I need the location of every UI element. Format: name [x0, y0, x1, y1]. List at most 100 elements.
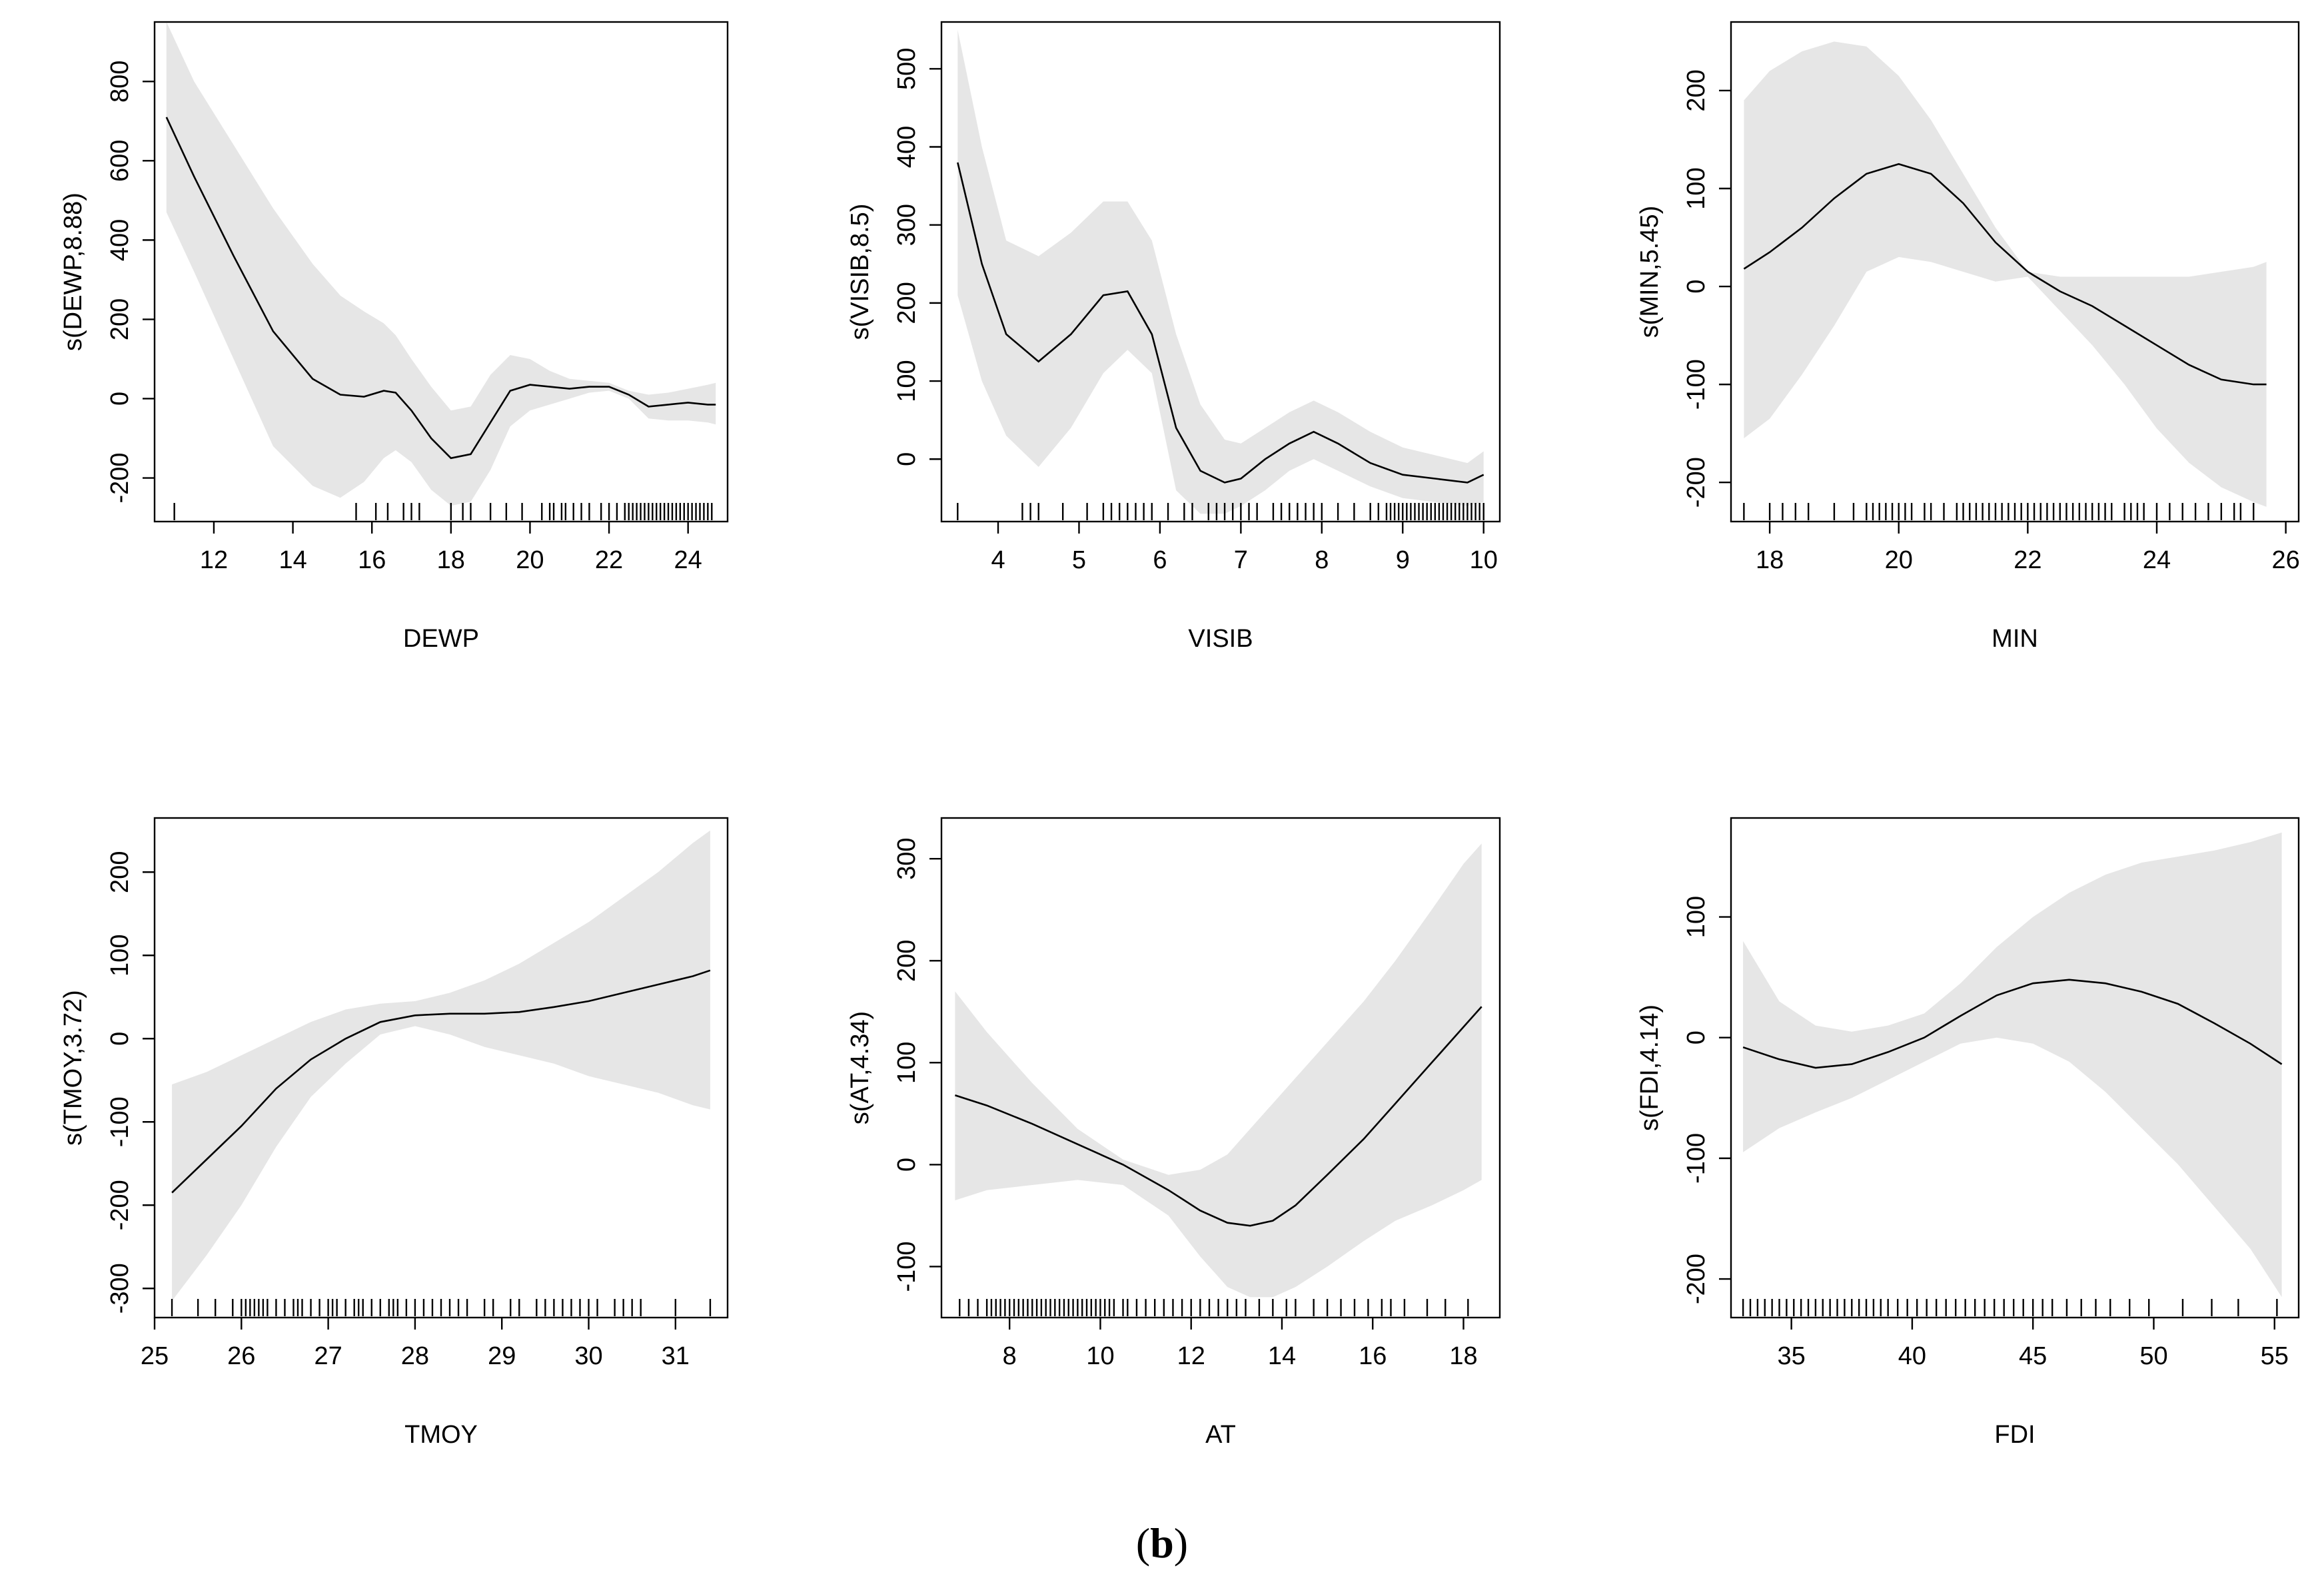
x-tick-label: 5 [1072, 546, 1086, 574]
y-tick-label: -200 [106, 452, 134, 503]
confidence-band [166, 22, 716, 506]
confidence-band [1744, 41, 2267, 507]
plot-frame [153, 21, 729, 523]
x-tick-label: 16 [1359, 1342, 1387, 1370]
x-tick-label: 16 [358, 546, 386, 574]
y-axis-title: s(AT,4.34) [846, 1011, 874, 1124]
smooth-line [1743, 163, 2267, 386]
y-tick-label: -200 [1682, 457, 1710, 508]
y-tick-label: 200 [1682, 69, 1710, 111]
figure-caption: (b) [0, 1519, 2324, 1568]
y-tick-label: -300 [106, 1263, 134, 1314]
y-tick-label: -100 [893, 1241, 921, 1292]
x-tick-label: 29 [488, 1342, 516, 1370]
x-tick-label: 40 [1898, 1342, 1926, 1370]
panel-2: 4 5 6 7 8 9 100100200300400500VISIBs(VISIB,8.5… [846, 21, 1501, 653]
x-tick-label: 20 [1885, 546, 1913, 574]
x-axis-title: FDI [1994, 1421, 2035, 1449]
x-tick-label: 18 [1756, 546, 1784, 574]
smooth-line [1742, 979, 2283, 1069]
x-tick-label: 22 [595, 546, 623, 574]
y-tick-label: 200 [106, 298, 134, 340]
x-tick-label: 4 [991, 546, 1005, 574]
y-tick-label: 100 [106, 935, 134, 977]
x-axis-title: AT [1205, 1421, 1236, 1449]
x-tick-label: 20 [516, 546, 544, 574]
y-tick-label: 100 [893, 1042, 921, 1084]
confidence-band [955, 843, 1482, 1298]
x-tick-label: 12 [1177, 1342, 1205, 1370]
confidence-band [172, 830, 710, 1301]
x-tick-label: 7 [1234, 546, 1248, 574]
caption-close: ) [1173, 1519, 1189, 1567]
y-axis-title: s(DEWP,8.88) [59, 193, 87, 351]
x-tick-label: 18 [437, 546, 465, 574]
x-tick-label: 14 [279, 546, 306, 574]
x-tick-label: 55 [2261, 1342, 2289, 1370]
x-tick-label: 27 [314, 1342, 342, 1370]
confidence-band [957, 29, 1484, 514]
x-tick-label: 22 [2014, 546, 2041, 574]
x-tick-label: 12 [200, 546, 228, 574]
x-tick-label: 9 [1396, 546, 1410, 574]
y-tick-label: 200 [893, 282, 921, 324]
plot-frame [1730, 817, 2300, 1319]
panel-6: 35 40 45 50 55 -200 -100 0 100 FDI s(FDI,4.14) [1636, 817, 2300, 1449]
y-tick-label: 0 [893, 452, 921, 466]
y-tick-label: 400 [893, 126, 921, 168]
x-tick-label: 26 [227, 1342, 255, 1370]
y-tick-label: 0 [1682, 279, 1710, 293]
y-tick-label: 300 [893, 204, 921, 246]
x-tick-label: 30 [574, 1342, 602, 1370]
y-axis-title: s(TMOY,3.72) [59, 990, 87, 1146]
y-tick-label: -200 [106, 1180, 134, 1230]
x-tick-label: 25 [141, 1342, 169, 1370]
y-tick-label: 300 [893, 838, 921, 880]
y-tick-label: 0 [1682, 1030, 1710, 1044]
x-tick-label: 24 [2143, 546, 2171, 574]
caption-open: ( [1135, 1519, 1151, 1567]
plot-frame [940, 817, 1501, 1319]
y-tick-label: 800 [106, 61, 134, 103]
caption-label: b [1150, 1519, 1174, 1567]
y-tick-label: 0 [106, 1032, 134, 1046]
plot-frame [153, 817, 729, 1319]
y-tick-label: -200 [1682, 1254, 1710, 1304]
x-axis-title: TMOY [404, 1421, 478, 1449]
x-tick-label: 26 [2271, 546, 2299, 574]
x-tick-label: 31 [662, 1342, 690, 1370]
smooth-line [165, 117, 716, 460]
plot-frame [1730, 21, 2300, 523]
x-tick-label: 50 [2139, 1342, 2167, 1370]
y-axis-title: s(VISIB,8.5) [846, 204, 874, 340]
panel-1: 12 14 16 18 20 22 24 -200 0 200 400 600 800 DEWP s(DEW… [59, 21, 729, 653]
y-tick-label: 0 [106, 392, 134, 406]
confidence-band [1743, 832, 2282, 1298]
panel-5: 8 10 12 14 16 18 -100 0 100 200 300 AT s(AT,4.34) [846, 817, 1501, 1449]
y-tick-label: 600 [106, 140, 134, 182]
x-tick-label: 10 [1470, 546, 1498, 574]
y-tick-label: 400 [106, 219, 134, 261]
y-tick-label: -100 [1682, 359, 1710, 410]
x-tick-label: 8 [1315, 546, 1329, 574]
x-axis-title: MIN [1992, 625, 2038, 653]
panel-3: 18 20 22 24 26 -200 -100 0 100 200 MIN s(MIN,5.45) [1636, 21, 2300, 653]
x-tick-label: 28 [401, 1342, 429, 1370]
panel-4: 25 26 27 28 29 30 31 -300 -200 -100 0 100 200 TMOY s(T… [59, 817, 729, 1449]
smooth-line [955, 1006, 1482, 1227]
y-tick-label: 0 [893, 1158, 921, 1172]
y-tick-label: -100 [1682, 1133, 1710, 1184]
x-tick-label: 14 [1268, 1342, 1296, 1370]
y-tick-label: 500 [893, 48, 921, 90]
y-tick-label: 100 [1682, 896, 1710, 938]
x-tick-label: 6 [1153, 546, 1167, 574]
smooth-line [171, 969, 711, 1194]
x-axis-title: VISIB [1188, 625, 1253, 653]
y-tick-label: -100 [106, 1096, 134, 1147]
y-tick-label: 100 [893, 360, 921, 402]
x-tick-label: 18 [1449, 1342, 1477, 1370]
y-tick-label: 200 [893, 940, 921, 982]
y-tick-label: 100 [1682, 167, 1710, 209]
y-axis-title: s(MIN,5.45) [1636, 206, 1664, 338]
